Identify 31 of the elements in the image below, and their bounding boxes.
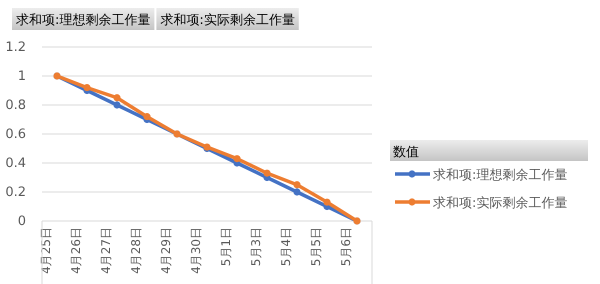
point [83, 84, 91, 92]
x-tick-label: 4月29日 [159, 227, 173, 274]
x-tick-label: 5月5日 [309, 227, 323, 266]
point [113, 101, 121, 109]
y-tick-label: 0.6 [5, 127, 26, 142]
point [263, 170, 271, 177]
y-tick-label: 0.2 [5, 185, 26, 200]
y-tick-label: 0.8 [5, 98, 26, 114]
y-tick-label: 0 [18, 214, 26, 230]
x-tick-label: 4月26日 [69, 227, 83, 274]
point [293, 181, 301, 188]
text: 求和项:理想剩余工作量 [16, 13, 150, 28]
x-tick-label: 4月28日 [129, 227, 143, 274]
y-tick-label: 1 [18, 69, 26, 84]
legend-label: 求和项:理想剩余工作量 [433, 168, 568, 183]
x-tick-label: 4月30日 [189, 227, 203, 274]
y-tick-label: 0.4 [5, 156, 26, 172]
y-tick-label: 1.2 [5, 40, 26, 56]
x-tick-label: 5月1日 [219, 227, 233, 266]
point [323, 198, 331, 206]
point [143, 113, 151, 120]
legend-label: 求和项:实际剩余工作量 [433, 196, 568, 211]
legend-title: 数值 [393, 145, 419, 160]
text: 求和项:实际剩余工作量 [160, 13, 295, 28]
point [113, 94, 121, 102]
x-tick-label: 4月27日 [99, 227, 113, 274]
x-tick-label: 5月4日 [279, 227, 293, 266]
x-tick-label: 5月6日 [339, 227, 353, 266]
x-tick-label: 5月3日 [249, 227, 263, 266]
point [293, 188, 301, 196]
point [233, 155, 241, 162]
